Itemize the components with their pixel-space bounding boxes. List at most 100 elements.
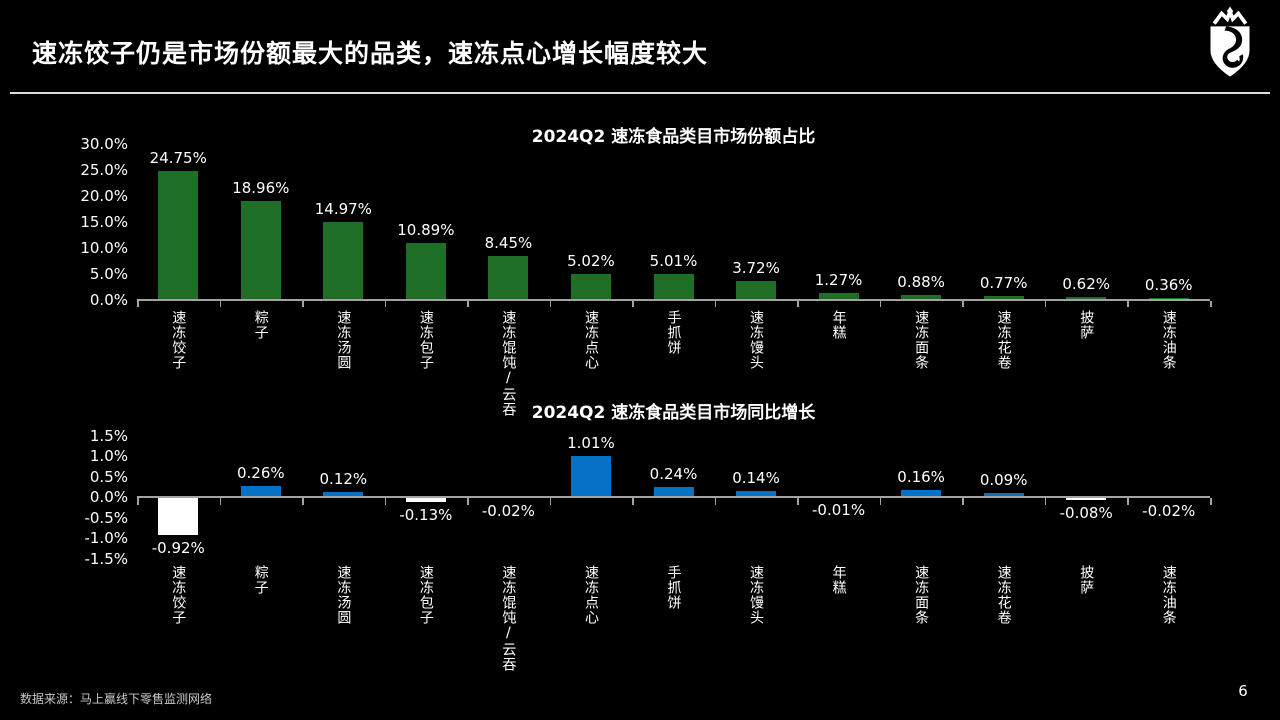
- bar: [570, 455, 611, 497]
- x-axis-tick: [302, 498, 304, 505]
- bar-value-label: 0.77%: [979, 273, 1028, 292]
- x-axis-tick: [137, 301, 139, 307]
- x-axis-tick: [1210, 498, 1212, 505]
- bar: [736, 280, 777, 300]
- bar-value-label: 5.01%: [649, 251, 698, 270]
- y-axis-tick-label: 0.0%: [89, 488, 128, 506]
- category-label: 速冻馒头: [748, 310, 765, 370]
- bar-value-label: 0.09%: [979, 471, 1028, 490]
- y-axis-tick-label: 5.0%: [89, 265, 128, 283]
- category-label: 速冻面条: [913, 310, 930, 370]
- category-label-slot: 速冻汤圆: [302, 310, 385, 422]
- x-axis-tick: [384, 498, 387, 505]
- x-axis-tick: [1044, 498, 1047, 505]
- bar-value-label: 18.96%: [232, 179, 290, 198]
- category-label: 速冻馄饨/云吞: [500, 310, 517, 417]
- bar-value-label: 10.89%: [397, 221, 455, 240]
- x-axis-tick: [962, 301, 964, 307]
- category-label: 手抓饼: [665, 565, 682, 610]
- title-divider: [10, 92, 1270, 94]
- category-label: 速冻点心: [582, 565, 599, 625]
- x-axis-line: [137, 299, 1210, 301]
- category-label: 速冻油条: [1160, 310, 1177, 370]
- y-axis-tick-label: 25.0%: [80, 161, 128, 179]
- bar-value-label: 3.72%: [732, 258, 780, 277]
- category-label-slot: 速冻油条: [1127, 565, 1210, 683]
- bar: [405, 497, 446, 503]
- category-label-slot: 速冻面条: [880, 565, 963, 683]
- bar-value-label: 8.45%: [484, 234, 533, 253]
- bar: [570, 273, 611, 300]
- category-label-slot: 速冻馄饨/云吞: [467, 565, 550, 683]
- bar-value-label: 0.12%: [319, 470, 368, 489]
- x-axis-tick: [962, 498, 964, 505]
- category-label-slot: 速冻油条: [1127, 310, 1210, 422]
- category-label-slot: 年糕: [797, 310, 880, 422]
- category-label: 速冻馒头: [748, 565, 765, 625]
- category-label-slot: 速冻点心: [550, 565, 633, 683]
- bar: [736, 491, 777, 497]
- bar-value-label: 0.88%: [897, 273, 945, 292]
- bar: [818, 293, 859, 300]
- bar-value-label: -0.13%: [399, 506, 453, 525]
- category-label: 年糕: [830, 310, 847, 340]
- bar: [240, 486, 281, 497]
- x-axis-tick: [384, 301, 387, 307]
- bar: [983, 493, 1024, 497]
- x-axis-tick: [714, 301, 717, 307]
- category-label: 速冻饺子: [170, 565, 187, 625]
- y-axis-tick-label: 0.0%: [89, 291, 128, 309]
- x-axis-tick: [137, 498, 139, 505]
- y-axis-tick-label: 10.0%: [80, 239, 128, 257]
- category-label: 速冻包子: [417, 310, 434, 370]
- category-label-slot: 速冻面条: [880, 310, 963, 422]
- bar: [158, 497, 199, 535]
- category-label-slot: 速冻馒头: [715, 565, 798, 683]
- category-label-slot: 速冻花卷: [962, 565, 1045, 683]
- x-axis-tick: [714, 498, 717, 505]
- x-axis-tick: [1127, 301, 1129, 307]
- category-label: 速冻花卷: [995, 310, 1012, 370]
- bar-value-label: 5.02%: [567, 251, 615, 270]
- y-axis-tick-label: 0.5%: [89, 467, 128, 486]
- x-axis-tick: [1210, 301, 1212, 307]
- category-label: 粽子: [252, 310, 269, 340]
- bar: [1066, 296, 1107, 300]
- bar-value-label: -0.02%: [481, 501, 535, 520]
- bar-value-label: -0.02%: [1142, 501, 1196, 520]
- x-axis-tick: [467, 301, 469, 307]
- bar: [323, 492, 364, 497]
- x-axis-tick: [549, 301, 552, 307]
- category-label: 速冻包子: [417, 565, 434, 625]
- x-axis-tick: [1044, 301, 1047, 307]
- bar: [488, 256, 529, 300]
- category-label-slot: 年糕: [797, 565, 880, 683]
- x-axis-tick: [219, 301, 222, 307]
- bar-value-label: 0.24%: [649, 465, 698, 484]
- category-label: 粽子: [252, 565, 269, 595]
- x-axis-tick: [797, 498, 799, 505]
- bar-value-label: 0.16%: [897, 468, 945, 487]
- category-label: 速冻花卷: [995, 565, 1012, 625]
- y-axis-tick-label: -1.0%: [84, 529, 128, 547]
- bar: [405, 243, 446, 300]
- x-axis-tick: [1127, 498, 1129, 505]
- x-axis-tick: [632, 301, 634, 307]
- bar-value-label: 0.36%: [1144, 276, 1193, 295]
- category-label-slot: 手抓饼: [632, 310, 715, 422]
- y-axis-tick-label: 30.0%: [80, 135, 128, 153]
- category-label: 速冻馄饨/云吞: [500, 565, 517, 672]
- bar-value-label: 1.01%: [567, 433, 615, 452]
- category-label-slot: 披萨: [1045, 565, 1128, 683]
- bar: [653, 487, 694, 497]
- category-label: 披萨: [1078, 310, 1095, 340]
- y-axis-tick-label: -0.5%: [84, 508, 128, 527]
- x-axis-tick: [797, 301, 799, 307]
- category-label: 速冻汤圆: [335, 565, 352, 625]
- category-label-slot: 速冻馄饨/云吞: [467, 310, 550, 422]
- yoy-growth-chart-title: 2024Q2 速冻食品类目市场同比增长: [531, 403, 816, 423]
- y-axis-tick-label: -1.5%: [84, 549, 128, 568]
- x-axis-tick: [879, 301, 882, 307]
- x-axis-tick: [467, 498, 469, 505]
- bar: [653, 273, 694, 300]
